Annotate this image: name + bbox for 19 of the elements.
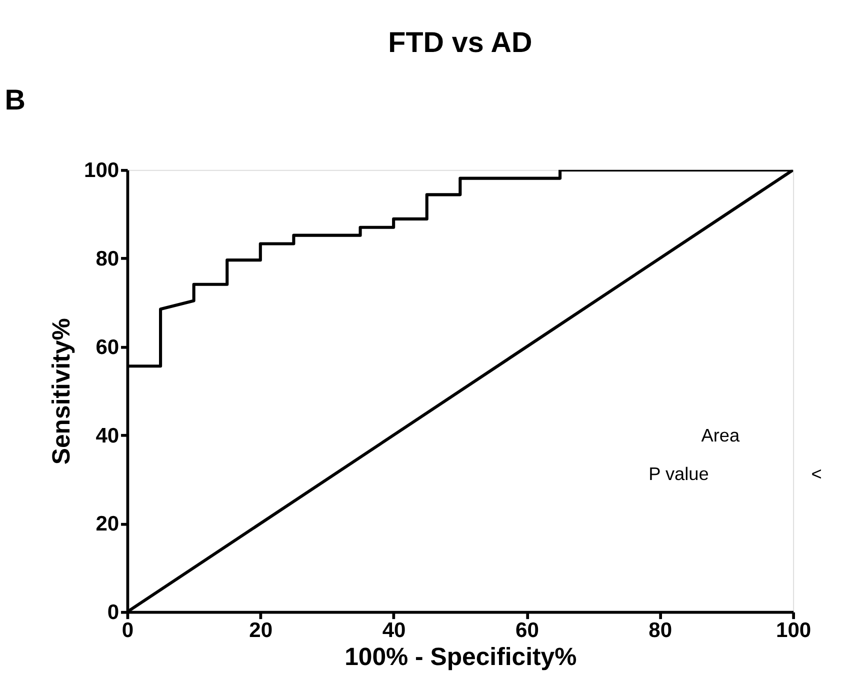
y-tick-label: 0 xyxy=(107,601,120,624)
x-tick-label: 100 xyxy=(776,619,812,642)
x-tick-label: 20 xyxy=(249,619,273,642)
y-tick-label: 80 xyxy=(96,247,120,270)
y-tick-label: 40 xyxy=(96,424,120,448)
x-tick-label: 60 xyxy=(516,619,539,642)
y-axis-title: Sensitivity% xyxy=(48,318,76,465)
text: < xyxy=(811,464,822,484)
x-tick-label: 80 xyxy=(648,619,672,642)
x-axis-title: 100% - Specificity% xyxy=(344,642,577,671)
x-tick-label: 0 xyxy=(122,619,134,642)
chart-title: FTD vs AD xyxy=(388,27,532,60)
x-tick-label: 40 xyxy=(382,619,406,642)
text: B xyxy=(4,84,26,117)
y-tick-label: 60 xyxy=(96,336,120,359)
annotation: P value xyxy=(648,464,709,484)
annotation: Area xyxy=(701,426,740,446)
y-tick-label: 100 xyxy=(84,159,120,182)
y-tick-label: 20 xyxy=(96,512,120,536)
